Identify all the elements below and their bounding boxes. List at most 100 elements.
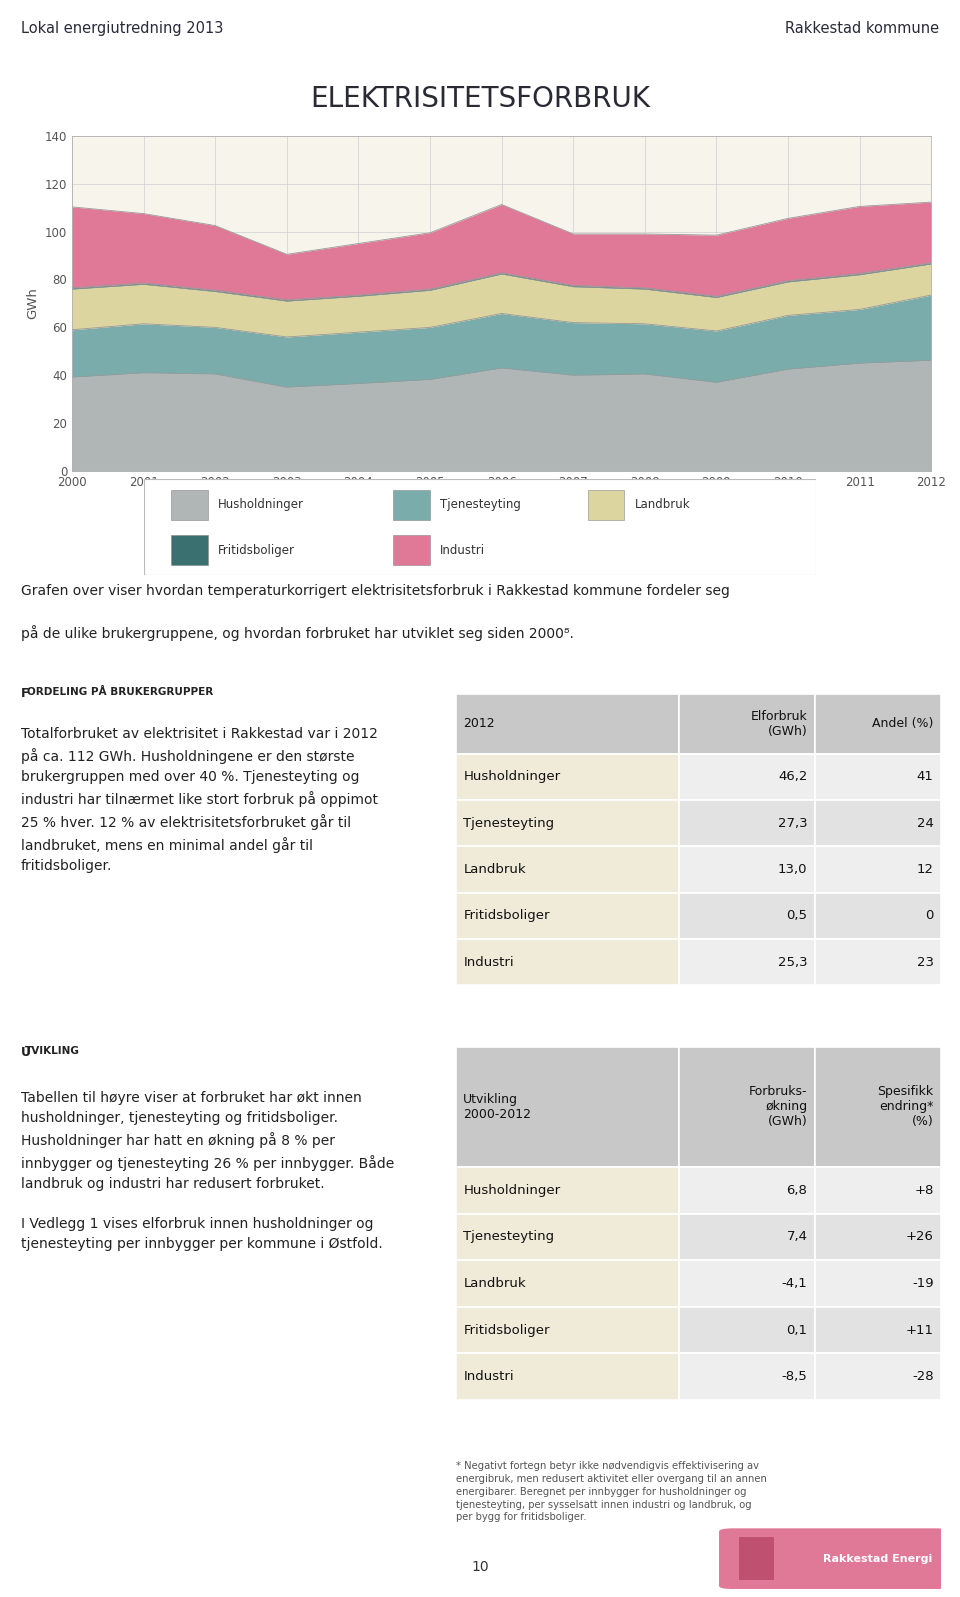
Text: 24: 24 [917,816,933,830]
Text: Industri: Industri [464,955,514,969]
Text: 23: 23 [917,955,933,969]
Text: Husholdninger: Husholdninger [218,498,304,511]
Text: Lokal energiutredning 2013: Lokal energiutredning 2013 [21,21,224,35]
Text: * Negativt fortegn betyr ikke nødvendigvis effektivisering av
energibruk, men re: * Negativt fortegn betyr ikke nødvendigv… [456,1461,767,1522]
Text: Spesifikk
endring*
(%): Spesifikk endring* (%) [877,1086,933,1129]
Text: 10: 10 [471,1560,489,1573]
Text: Utvikling
2000-2012: Utvikling 2000-2012 [464,1092,531,1121]
Bar [456,693,679,754]
Text: på de ulike brukergruppene, og hvordan forbruket har utviklet seg siden 2000⁸.: på de ulike brukergruppene, og hvordan f… [21,626,574,642]
Text: 12: 12 [917,862,933,877]
Bar [815,846,941,893]
Bar [679,1046,815,1167]
Text: +26: +26 [905,1230,933,1244]
Text: Landbruk: Landbruk [635,498,690,511]
Bar [815,1046,941,1167]
Text: Tabellen til høyre viser at forbruket har økt innen
husholdninger, tjenesteyting: Tabellen til høyre viser at forbruket ha… [21,1091,395,1252]
Bar [456,1214,679,1260]
Text: Industri: Industri [440,543,485,556]
Text: Totalforbruket av elektrisitet i Rakkestad var i 2012
på ca. 112 GWh. Husholdnin: Totalforbruket av elektrisitet i Rakkest… [21,727,378,874]
Bar [815,1353,941,1401]
Text: Landbruk: Landbruk [464,1278,526,1290]
Text: -4,1: -4,1 [781,1278,807,1290]
Y-axis label: GWh: GWh [26,287,39,319]
Text: Husholdninger: Husholdninger [464,770,561,784]
Text: ELEKTRISITETSFORBRUK: ELEKTRISITETSFORBRUK [310,85,650,113]
Bar [588,490,624,521]
Bar [679,1353,815,1401]
Text: 46,2: 46,2 [779,770,807,784]
Text: -28: -28 [912,1370,933,1383]
Text: 41: 41 [917,770,933,784]
Text: Industri: Industri [464,1370,514,1383]
Bar [679,893,815,939]
Bar [456,846,679,893]
Bar [815,1306,941,1353]
Bar [815,800,941,846]
Text: 2012: 2012 [464,717,495,730]
Text: Andel (%): Andel (%) [872,717,933,730]
Bar [456,1260,679,1306]
Bar [456,754,679,800]
Bar [815,754,941,800]
Bar [456,800,679,846]
Bar [456,1306,679,1353]
Text: Tjenesteyting: Tjenesteyting [464,816,554,830]
Text: Landbruk: Landbruk [464,862,526,877]
Text: +11: +11 [905,1324,933,1337]
Text: 0,5: 0,5 [786,909,807,923]
Text: 7,4: 7,4 [786,1230,807,1244]
Text: 27,3: 27,3 [778,816,807,830]
Bar [456,893,679,939]
Text: 0: 0 [925,909,933,923]
Text: TVIKLING: TVIKLING [25,1046,81,1056]
Bar [456,939,679,985]
Text: Forbruks-
økning
(GWh): Forbruks- økning (GWh) [749,1086,807,1129]
Text: Elforbruk
(GWh): Elforbruk (GWh) [751,709,807,738]
Bar [679,693,815,754]
Text: 13,0: 13,0 [778,862,807,877]
Bar [679,1214,815,1260]
Bar [815,893,941,939]
Bar [679,1260,815,1306]
Text: F: F [21,687,30,699]
Text: Tjenesteyting: Tjenesteyting [440,498,520,511]
Text: -19: -19 [912,1278,933,1290]
Bar [815,1167,941,1214]
Bar [679,754,815,800]
Text: 0,1: 0,1 [786,1324,807,1337]
Bar [171,535,207,565]
Bar [456,1167,679,1214]
Bar [393,490,429,521]
Text: Fritidsboliger: Fritidsboliger [218,543,295,556]
Text: Tjenesteyting: Tjenesteyting [464,1230,554,1244]
Text: Grafen over viser hvordan temperaturkorrigert elektrisitetsforbruk i Rakkestad k: Grafen over viser hvordan temperaturkorr… [21,585,730,597]
Bar [679,1167,815,1214]
Text: Husholdninger: Husholdninger [464,1183,561,1196]
FancyBboxPatch shape [719,1528,949,1589]
Bar [171,490,207,521]
Bar [815,1214,941,1260]
Bar [679,1306,815,1353]
Text: 25,3: 25,3 [778,955,807,969]
Text: Rakkestad kommune: Rakkestad kommune [784,21,939,35]
FancyBboxPatch shape [144,479,816,575]
Text: U: U [21,1046,31,1059]
Text: 6,8: 6,8 [786,1183,807,1196]
Bar [393,535,429,565]
Bar [739,1538,774,1579]
Bar [815,693,941,754]
Bar [456,1046,679,1167]
Text: Fritidsboliger: Fritidsboliger [464,909,550,923]
Bar [815,939,941,985]
Text: ORDELING PÅ BRUKERGRUPPER: ORDELING PÅ BRUKERGRUPPER [27,687,213,696]
Text: +8: +8 [914,1183,933,1196]
Text: Fritidsboliger: Fritidsboliger [464,1324,550,1337]
Bar [815,1260,941,1306]
Bar [679,800,815,846]
Bar [679,939,815,985]
Text: Rakkestad Energi: Rakkestad Energi [823,1554,932,1563]
Bar [456,1353,679,1401]
Text: -8,5: -8,5 [781,1370,807,1383]
Bar [679,846,815,893]
